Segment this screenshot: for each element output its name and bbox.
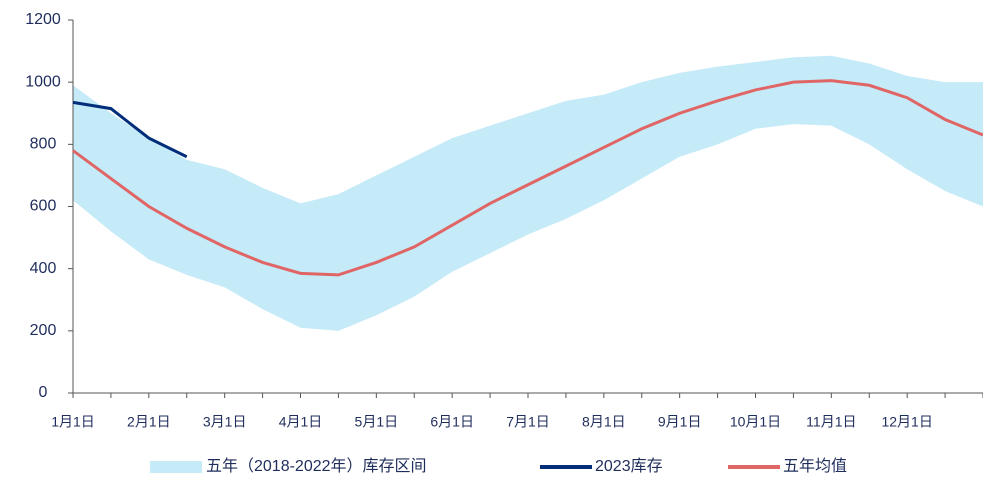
y-tick-label: 1200 bbox=[25, 11, 61, 28]
x-tick-label: 1月1日 bbox=[51, 414, 95, 430]
y-tick-label: 800 bbox=[30, 136, 57, 153]
legend-label: 2023库存 bbox=[595, 457, 663, 475]
legend-swatch bbox=[150, 461, 202, 473]
x-tick-label: 4月1日 bbox=[279, 414, 323, 430]
x-tick-label: 3月1日 bbox=[203, 414, 247, 430]
range-band bbox=[73, 55, 983, 331]
legend-label: 五年（2018-2022年）库存区间 bbox=[206, 457, 427, 475]
y-tick-label: 0 bbox=[39, 384, 48, 401]
x-tick-label: 9月1日 bbox=[658, 414, 702, 430]
x-tick-label: 11月1日 bbox=[806, 414, 856, 430]
x-tick-label: 7月1日 bbox=[506, 414, 550, 430]
x-tick-label: 10月1日 bbox=[730, 414, 781, 430]
series-line bbox=[72, 79, 983, 277]
x-tick-label: 8月1日 bbox=[582, 414, 626, 430]
x-tick-label: 6月1日 bbox=[430, 414, 474, 430]
series-line bbox=[72, 100, 188, 159]
x-tick-label: 2月1日 bbox=[127, 414, 171, 430]
y-tick-label: 1000 bbox=[25, 73, 61, 90]
x-tick-label: 12月1日 bbox=[881, 414, 932, 430]
y-tick-label: 600 bbox=[30, 198, 57, 215]
x-tick-label: 5月1日 bbox=[355, 414, 399, 430]
y-tick-label: 200 bbox=[30, 322, 57, 339]
legend-label: 五年均值 bbox=[783, 457, 847, 475]
y-tick-label: 400 bbox=[30, 260, 57, 277]
